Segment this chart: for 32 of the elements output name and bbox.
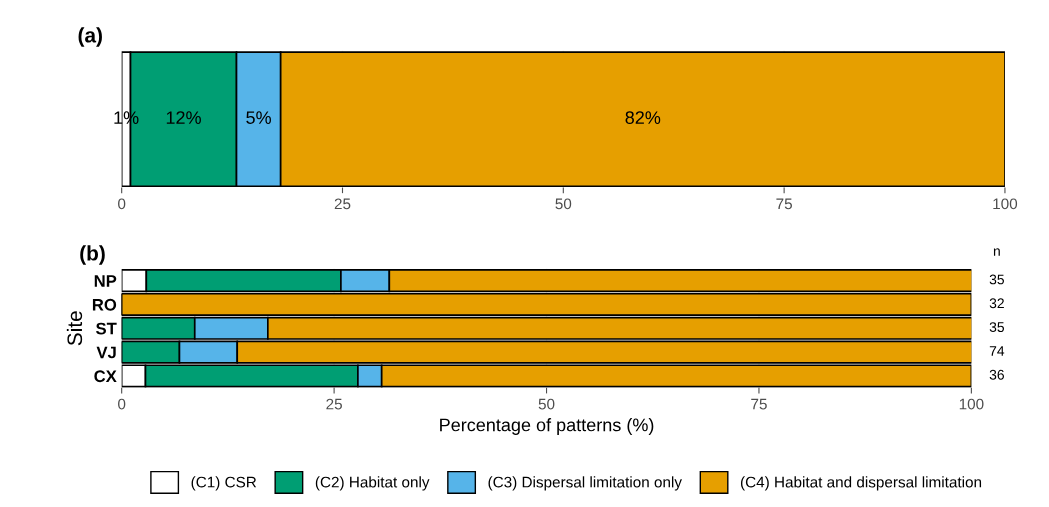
y-tick-label: ST [96, 322, 117, 335]
y-tick-label: VJ [96, 346, 116, 359]
text: 32 [989, 298, 1004, 309]
x-tick-label: 75 [776, 198, 792, 210]
legend-label: (C3) Dispersal limitation only [488, 476, 682, 491]
x-tick-label: 0 [118, 398, 126, 410]
x-axis-title: Percentage of patterns (%) [440, 418, 654, 435]
text: 36 [989, 369, 1004, 380]
x-tick-label: 50 [538, 398, 555, 410]
y-tick-label: NP [94, 275, 117, 287]
x-tick-label: 25 [334, 198, 351, 210]
legend-label: (C2) Habitat only [315, 476, 430, 491]
chart-title: (b) [80, 245, 105, 265]
text: n [993, 248, 1000, 256]
legend-label: (C4) Habitat and dispersal limitation [740, 476, 982, 491]
data-label: 12% [166, 111, 201, 124]
x-tick-label: 100 [959, 398, 984, 410]
text: 74 [989, 346, 1005, 356]
y-tick-label: RO [92, 298, 117, 311]
chart-title: (a) [78, 27, 102, 47]
x-tick-label: 100 [993, 198, 1018, 210]
x-tick-label: 50 [555, 198, 572, 210]
y-tick-label: CX [94, 370, 117, 383]
y-axis-title: Site [66, 311, 83, 346]
x-tick-label: 75 [751, 398, 767, 410]
x-tick-label: 25 [326, 398, 342, 410]
text: 35 [989, 322, 1005, 333]
data-label: 82% [625, 111, 661, 124]
x-tick-label: 0 [118, 198, 126, 210]
data-label: 5% [246, 111, 271, 124]
text: 35 [989, 274, 1005, 285]
legend-label: (C1) CSR [191, 476, 257, 491]
